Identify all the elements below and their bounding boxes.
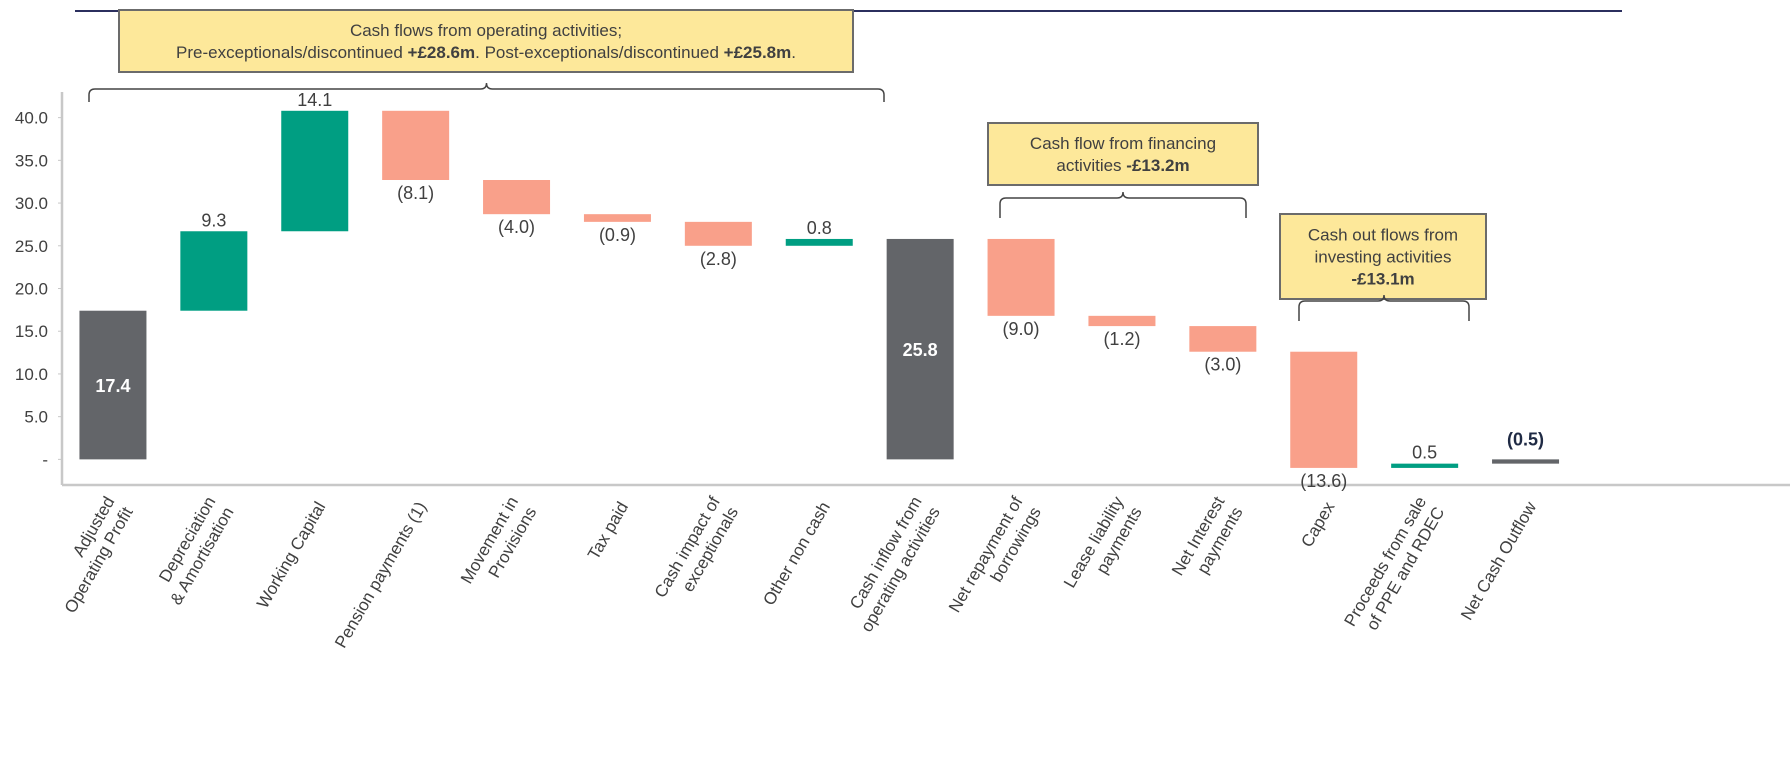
bracket	[1298, 294, 1470, 321]
x-tick-label: Movement inProvisions	[457, 493, 540, 597]
x-tick-label: Pension payments (1)	[331, 499, 430, 652]
annotation-segment: Pre-exceptionals/discontinued	[176, 43, 408, 62]
value-label: (0.9)	[599, 225, 636, 245]
bar	[79, 310, 147, 460]
annotation-box	[1279, 213, 1487, 300]
bar	[785, 238, 853, 246]
value-label: (9.0)	[1003, 319, 1040, 339]
x-tick-label-line: Net Cash Outflow	[1457, 498, 1540, 623]
y-tick-label: 10.0	[15, 365, 48, 384]
x-tick-label: Cash impact ofexceptionals	[651, 493, 742, 611]
annotation-segment: . Post-exceptionals/discontinued	[475, 43, 724, 62]
y-tick-label: 40.0	[15, 109, 48, 128]
value-label: 0.5	[1412, 443, 1437, 463]
value-label: (8.1)	[397, 183, 434, 203]
bar	[281, 110, 349, 232]
y-tick-label: 15.0	[15, 322, 48, 341]
x-tick-label: Tax paid	[584, 499, 632, 563]
x-tick-label-line: Pension payments (1)	[331, 499, 430, 652]
x-tick-label: Proceeds from saleof PPE and RDEC	[1341, 493, 1449, 640]
annotation-text: investing activities	[1314, 248, 1451, 267]
x-tick-label: Net Interestpayments	[1168, 493, 1247, 589]
bracket	[88, 82, 885, 102]
annotation-segment: -£13.2m	[1126, 156, 1189, 175]
value-label: 9.3	[201, 210, 226, 230]
y-tick-label: 35.0	[15, 151, 48, 170]
bar	[684, 221, 752, 246]
annotation-segment: -£13.1m	[1351, 270, 1414, 289]
bar	[1492, 459, 1560, 464]
annotation-text: Cash out flows from	[1308, 226, 1458, 245]
x-tick-label-line: Other non cash	[759, 499, 834, 609]
y-tick-label: 5.0	[24, 408, 48, 427]
value-label: (13.6)	[1300, 471, 1347, 491]
x-tick-label-line: Capex	[1297, 498, 1338, 550]
annotation-segment: activities	[1056, 156, 1126, 175]
x-tick-label: Net repayment ofborrowings	[945, 493, 1045, 626]
x-tick-label: AdjustedOperating Profit	[43, 493, 137, 616]
annotation-text: Pre-exceptionals/discontinued +£28.6m. P…	[176, 43, 796, 62]
x-tick-label: Working Capital	[253, 499, 329, 612]
x-tick-label-line: Tax paid	[584, 499, 632, 563]
value-label: 14.1	[297, 90, 332, 110]
bar	[987, 238, 1055, 316]
x-tick-label: Capex	[1297, 498, 1338, 550]
annotation-segment: Cash flow from financing	[1030, 134, 1216, 153]
bar	[1391, 463, 1459, 468]
bar	[1088, 315, 1156, 327]
y-tick-label: 20.0	[15, 280, 48, 299]
annotation-segment: +£28.6m	[408, 43, 476, 62]
bracket	[999, 191, 1247, 218]
annotation-text: -£13.1m	[1351, 270, 1414, 289]
bar	[583, 214, 651, 222]
annotation-box	[118, 9, 854, 73]
y-tick-label: -	[42, 450, 48, 469]
bar	[886, 238, 954, 460]
annotation-segment: investing activities	[1314, 248, 1451, 267]
bar	[1189, 326, 1257, 352]
annotation-text: Cash flow from financing	[1030, 134, 1216, 153]
annotation-segment: +£25.8m	[724, 43, 792, 62]
value-label: (0.5)	[1507, 429, 1544, 449]
x-tick-label: Other non cash	[759, 499, 834, 609]
annotation-segment: Cash out flows from	[1308, 226, 1458, 245]
y-tick-label: 25.0	[15, 237, 48, 256]
x-tick-label: Cash inflow fromoperating activities	[839, 493, 944, 635]
annotation-segment: .	[791, 43, 796, 62]
annotation-text: activities -£13.2m	[1056, 156, 1189, 175]
annotation-text: Cash flows from operating activities;	[350, 21, 622, 40]
value-label: 17.4	[95, 376, 130, 396]
x-tick-label: Lease liabilitypayments	[1060, 493, 1146, 602]
bar	[1290, 351, 1358, 468]
value-label: (1.2)	[1103, 329, 1140, 349]
value-label: 0.8	[807, 218, 832, 238]
value-label: 25.8	[903, 340, 938, 360]
y-tick-label: 30.0	[15, 194, 48, 213]
x-tick-label: Depreciation& Amortisation	[148, 493, 237, 608]
annotation-segment: Cash flows from operating activities;	[350, 21, 622, 40]
bar	[180, 231, 248, 311]
bar	[483, 179, 551, 215]
value-label: (3.0)	[1204, 355, 1241, 375]
annotation-box	[987, 122, 1259, 186]
bar	[382, 110, 450, 180]
value-label: (2.8)	[700, 249, 737, 269]
x-tick-label-line: Working Capital	[253, 499, 329, 612]
value-label: (4.0)	[498, 217, 535, 237]
x-tick-label: Net Cash Outflow	[1457, 498, 1540, 623]
